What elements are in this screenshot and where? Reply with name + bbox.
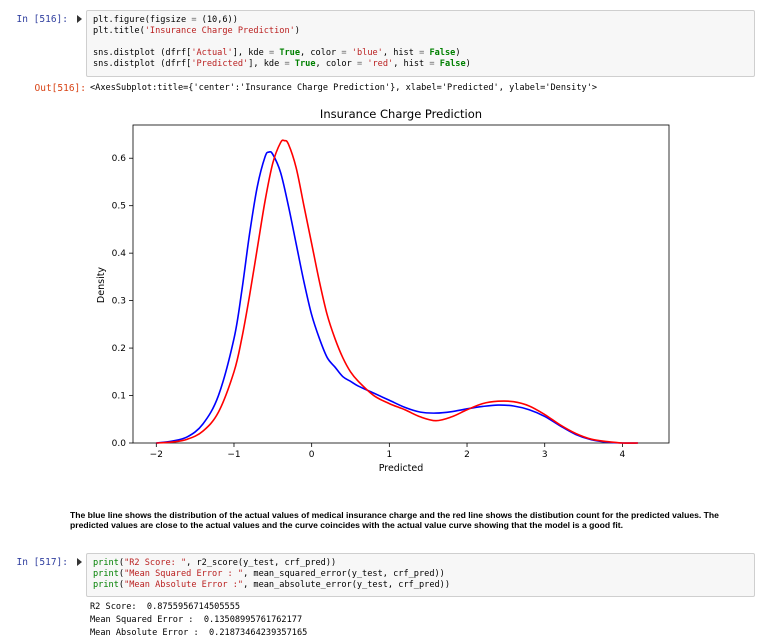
code-token: 'Actual' xyxy=(191,48,233,58)
y-tick-label: 0.3 xyxy=(112,297,126,307)
code-token: 'Predicted' xyxy=(191,59,249,69)
code-cell-516[interactable]: plt.figure(figsize = (10,6)) plt.title('I… xyxy=(86,10,755,77)
y-tick-label: 0.2 xyxy=(112,344,126,354)
y-tick-label: 0.4 xyxy=(112,249,127,259)
x-axis-label: Predicted xyxy=(379,463,424,474)
output-prompt-516: Out[516]: xyxy=(34,83,86,94)
x-tick-label: 3 xyxy=(542,450,548,460)
code-token: 'red' xyxy=(367,59,394,69)
code-token: (10,6)) xyxy=(196,15,238,25)
x-tick-label: 2 xyxy=(464,450,470,460)
code-token: , color xyxy=(300,48,342,58)
code-token: ], kde xyxy=(248,59,285,69)
code-token: 'blue' xyxy=(351,48,383,58)
code-token: True xyxy=(294,59,316,69)
code-cell-517[interactable]: print("R2 Score: ", r2_score(y_test, crf… xyxy=(86,553,755,597)
code-token: False xyxy=(429,48,456,58)
x-tick-label: 4 xyxy=(620,450,626,460)
code-token: ( xyxy=(118,580,125,590)
y-tick-label: 0.0 xyxy=(112,439,127,449)
code-token: , color xyxy=(315,59,357,69)
code-token: plt.figure(figsize xyxy=(93,15,192,25)
code-token: print xyxy=(93,558,119,568)
x-tick-label: −2 xyxy=(150,450,163,460)
code-token: plt.title( xyxy=(93,26,145,36)
plot-frame xyxy=(132,124,670,444)
code-token: ) xyxy=(455,48,461,58)
code-token: "Mean Absolute Error :" xyxy=(124,580,244,590)
input-prompt-516: In [516]: xyxy=(16,14,68,25)
code-token: False xyxy=(439,59,466,69)
y-axis-label: Density xyxy=(96,267,107,303)
series-line-red xyxy=(156,139,638,444)
code-line xyxy=(93,37,748,48)
series-line-blue xyxy=(156,150,638,444)
code-token: ( xyxy=(118,569,125,579)
code-line: plt.title('Insurance Charge Prediction') xyxy=(93,26,748,37)
code-token: = xyxy=(419,48,425,58)
code-token: = xyxy=(429,59,435,69)
code-token: 'Insurance Charge Prediction' xyxy=(144,26,295,36)
density-chart: Insurance Charge Prediction 0.0 0.1 0.2 0.3… xyxy=(96,107,670,474)
output-line-r2: R2 Score: 0.8755956714505555 xyxy=(90,602,241,612)
code-token: ], kde xyxy=(232,48,269,58)
code-line: sns.distplot (dfrf['Predicted'], kde = T… xyxy=(93,59,748,70)
code-token: = xyxy=(284,59,290,69)
code-token: "Mean Squared Error : " xyxy=(124,569,244,579)
code-token: ( xyxy=(118,558,125,568)
code-token: = xyxy=(356,59,363,69)
collapse-arrow-icon[interactable] xyxy=(77,558,82,566)
code-token: = xyxy=(341,48,347,58)
code-token: print xyxy=(93,569,119,579)
x-tick-label: −1 xyxy=(227,450,240,460)
y-tick-label: 0.5 xyxy=(112,202,126,212)
code-token: = xyxy=(191,15,197,25)
code-token: print xyxy=(93,580,119,590)
code-token: sns.distplot (dfrf[ xyxy=(93,48,192,58)
code-token: , hist xyxy=(393,59,430,69)
output-line-mse: Mean Squared Error : 0.13508995761762177 xyxy=(90,615,303,625)
y-tick-label: 0.6 xyxy=(112,154,127,164)
code-line: print("Mean Absolute Error :", mean_abso… xyxy=(93,580,748,591)
code-line: print("R2 Score: ", r2_score(y_test, crf… xyxy=(93,558,748,569)
code-token: "R2 Score: " xyxy=(124,558,187,568)
code-token: , mean_squared_error(y_test, crf_pred)) xyxy=(243,569,445,579)
input-prompt-517: In [517]: xyxy=(16,557,68,568)
x-tick-label: 1 xyxy=(386,450,392,460)
code-token: , r2_score(y_test, crf_pred)) xyxy=(186,558,337,568)
output-text-516: <AxesSubplot:title={'center':'Insurance … xyxy=(90,83,598,93)
collapse-arrow-icon[interactable] xyxy=(77,15,82,23)
code-token: sns.distplot (dfrf[ xyxy=(93,59,192,69)
y-tick-label: 0.1 xyxy=(112,392,126,402)
code-token: = xyxy=(268,48,275,58)
code-token: , hist xyxy=(382,48,420,58)
code-line: print("Mean Squared Error : ", mean_squa… xyxy=(93,569,748,580)
output-line-mae: Mean Absolute Error : 0.2187346423935716… xyxy=(90,628,308,638)
markdown-explanation: The blue line shows the distribution of … xyxy=(70,510,719,530)
x-tick-label: 0 xyxy=(309,450,315,460)
code-token: ) xyxy=(465,59,471,69)
code-token: ) xyxy=(294,26,300,36)
code-token: , mean_absolute_error(y_test, crf_pred)) xyxy=(243,580,451,590)
code-line: sns.distplot (dfrf['Actual'], kde = True… xyxy=(93,48,748,59)
code-token: True xyxy=(279,48,301,58)
code-line: plt.figure(figsize = (10,6)) xyxy=(93,15,748,26)
chart-title: Insurance Charge Prediction xyxy=(320,107,482,121)
